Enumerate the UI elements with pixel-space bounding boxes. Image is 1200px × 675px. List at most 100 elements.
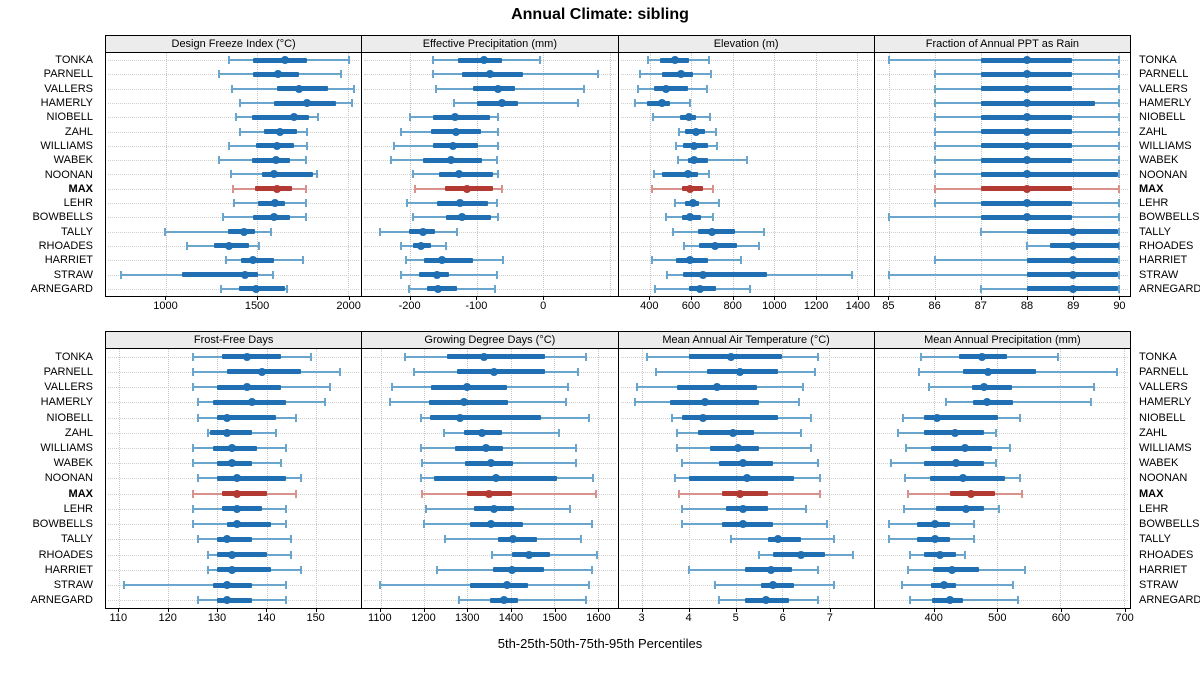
bar-25-75 bbox=[251, 114, 310, 120]
row-rhoades bbox=[619, 547, 874, 562]
row-tally bbox=[619, 532, 874, 547]
median-dot bbox=[729, 428, 738, 437]
plot-area bbox=[619, 53, 874, 296]
row-noonan bbox=[362, 471, 617, 486]
row-zahl bbox=[362, 124, 617, 138]
median-dot bbox=[1022, 84, 1031, 93]
row-gridline bbox=[620, 188, 872, 190]
cap-5th bbox=[676, 444, 679, 453]
row-max bbox=[362, 182, 617, 196]
cap-95th bbox=[1117, 156, 1120, 165]
row-noonan bbox=[619, 471, 874, 486]
row-gridline bbox=[620, 260, 872, 262]
cap-95th bbox=[445, 241, 447, 250]
row-tally bbox=[106, 532, 361, 547]
median-dot bbox=[223, 535, 232, 544]
tick-mark bbox=[118, 608, 120, 612]
tick-label: 88 bbox=[1020, 300, 1034, 312]
bar-25-75 bbox=[217, 415, 277, 421]
tick-mark bbox=[888, 296, 890, 300]
cap-5th bbox=[653, 284, 656, 293]
station-label-noonan: NOONAN bbox=[1139, 472, 1188, 485]
station-label-tonka: TONKA bbox=[55, 350, 93, 363]
cap-5th bbox=[219, 284, 222, 293]
cap-95th bbox=[1018, 474, 1021, 483]
cap-95th bbox=[285, 504, 288, 513]
bar-25-75 bbox=[936, 506, 985, 512]
cap-95th bbox=[1117, 256, 1120, 265]
tick-label: 2000 bbox=[336, 300, 361, 312]
whisker-5-95 bbox=[946, 401, 1092, 404]
tick-label: 89 bbox=[1067, 300, 1080, 312]
bar-25-75 bbox=[457, 369, 545, 375]
station-label-williams: WILLIAMS bbox=[40, 139, 93, 152]
row-max bbox=[362, 486, 617, 501]
bar-25-75 bbox=[254, 186, 292, 192]
station-label-vallers: VALLERS bbox=[44, 82, 93, 95]
cap-95th bbox=[294, 489, 297, 498]
row-straw bbox=[875, 267, 1130, 281]
cap-5th bbox=[239, 127, 241, 136]
median-dot bbox=[967, 489, 976, 498]
cap-5th bbox=[909, 550, 912, 559]
whisker-5-95 bbox=[901, 584, 1014, 587]
row-gridline bbox=[364, 554, 616, 556]
row-williams bbox=[362, 139, 617, 153]
row-williams bbox=[875, 139, 1130, 153]
cap-95th bbox=[271, 270, 274, 279]
row-lehr bbox=[875, 196, 1130, 210]
row-gridline bbox=[620, 74, 872, 76]
row-niobell bbox=[106, 110, 361, 124]
median-dot bbox=[493, 84, 502, 93]
axis-cell: 110 120 130 140 150 bbox=[105, 608, 362, 628]
cap-5th bbox=[979, 284, 982, 293]
row-zahl bbox=[619, 124, 874, 138]
cap-95th bbox=[1117, 84, 1120, 93]
cap-95th bbox=[285, 520, 288, 529]
cap-5th bbox=[196, 398, 199, 407]
row-tally bbox=[362, 532, 617, 547]
bar-25-75 bbox=[492, 567, 544, 573]
station-label-max: MAX bbox=[1139, 487, 1164, 500]
tick-mark bbox=[257, 296, 259, 300]
median-dot bbox=[270, 199, 279, 208]
median-dot bbox=[455, 413, 464, 422]
row-rhoades bbox=[106, 239, 361, 253]
row-gridline bbox=[620, 174, 872, 176]
row-arnegard bbox=[106, 593, 361, 608]
station-labels-left: TONKA PARNELL VALLERS HAMERLY NIOBELL ZAHL WIL… bbox=[0, 349, 99, 608]
row-gridline bbox=[620, 117, 872, 119]
median-dot bbox=[479, 352, 488, 361]
row-gridline bbox=[620, 60, 872, 62]
cap-5th bbox=[900, 581, 903, 590]
tick-label: 700 bbox=[1115, 612, 1134, 624]
cap-5th bbox=[634, 99, 637, 108]
cap-5th bbox=[196, 535, 199, 544]
cap-95th bbox=[324, 398, 327, 407]
row-parnell bbox=[619, 364, 874, 379]
row-hamerly bbox=[106, 395, 361, 410]
panel-effective-precipitation-mm-: Effective Precipitation (mm) bbox=[361, 35, 619, 297]
plot-area bbox=[362, 53, 617, 296]
median-dot bbox=[930, 520, 939, 529]
cap-5th bbox=[419, 444, 422, 453]
median-dot bbox=[736, 489, 745, 498]
cap-95th bbox=[1024, 565, 1027, 574]
cap-5th bbox=[901, 413, 904, 422]
tick-mark bbox=[774, 296, 776, 300]
cap-95th bbox=[797, 398, 800, 407]
station-label-vallers: VALLERS bbox=[1139, 82, 1188, 95]
row-gridline bbox=[364, 231, 616, 233]
row-bowbells bbox=[875, 210, 1130, 224]
row-tonka bbox=[875, 53, 1130, 67]
median-dot bbox=[689, 199, 698, 208]
bar-25-75 bbox=[446, 214, 492, 220]
cap-5th bbox=[650, 256, 653, 265]
row-gridline bbox=[620, 217, 872, 219]
median-dot bbox=[701, 398, 710, 407]
cap-95th bbox=[800, 428, 803, 437]
cap-95th bbox=[825, 520, 828, 529]
median-dot bbox=[434, 284, 443, 293]
median-dot bbox=[980, 383, 989, 392]
cap-95th bbox=[1117, 70, 1120, 79]
